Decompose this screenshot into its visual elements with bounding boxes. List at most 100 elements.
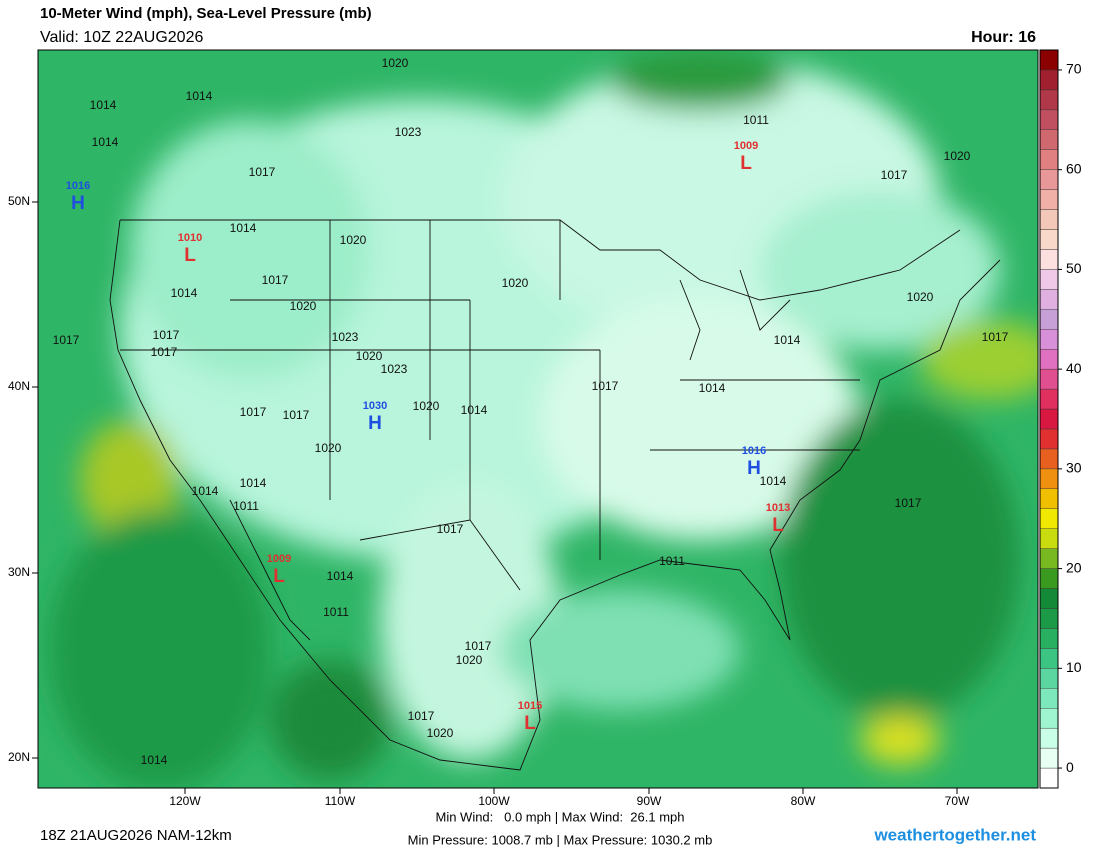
lat-label: 40N [8,379,30,393]
colorbar-segment [1039,568,1059,589]
pressure-center-letter: L [740,153,752,174]
pressure-center-value: 1015 [518,700,542,712]
colorbar-tick-label: 40 [1066,360,1082,376]
isobar-label: 1011 [323,605,349,619]
colorbar-segment [1039,368,1059,390]
pressure-center-letter: L [772,515,784,536]
isobar-label: 1011 [659,554,685,568]
map-field [38,50,1038,788]
isobar-label: 1023 [381,362,408,376]
colorbar-segment [1039,628,1059,649]
isobar-label: 1014 [774,333,801,347]
isobar-label: 1014 [327,569,354,583]
isobar-label: 1017 [437,522,464,536]
pressure-center-letter: H [368,413,382,434]
title: 10-Meter Wind (mph), Sea-Level Pressure … [40,5,372,22]
isobar-label: 1017 [982,330,1009,344]
colorbar-segment [1039,149,1059,170]
colorbar-segment [1039,189,1059,210]
pressure-center-letter: H [747,458,761,479]
isobar-label: 1014 [186,89,213,103]
lat-label: 30N [8,565,30,579]
colorbar-segment [1039,49,1059,71]
pressure-center-letter: L [524,713,536,734]
isobar-label: 1017 [262,273,289,287]
colorbar-segment [1039,329,1059,350]
colorbar-segment [1039,69,1059,91]
isobar-label: 1014 [760,474,787,488]
colorbar-segment [1039,388,1059,410]
isobar-label: 1017 [408,709,435,723]
colorbar-segment [1039,648,1059,669]
colorbar-segment [1039,688,1059,709]
isobar-label: 1017 [151,345,178,359]
pressure-center-value: 1009 [734,140,758,152]
isobar-label: 1014 [240,476,267,490]
isobar-label: 1020 [340,233,367,247]
isobar-label: 1020 [356,349,383,363]
colorbar-tick-label: 50 [1066,260,1082,276]
isobar-label: 1020 [907,290,934,304]
lon-label: 70W [945,794,970,808]
isobar-label: 1014 [141,753,168,767]
isobar-label: 1017 [465,639,492,653]
pressure-center-value: 1016 [742,445,766,457]
isobar-label: 1017 [283,408,310,422]
lon-label: 90W [637,794,662,808]
pressure-center-value: 1009 [267,553,291,565]
colorbar-segment [1039,727,1059,749]
colorbar-segment [1039,548,1059,569]
lon-label: 80W [791,794,816,808]
colorbar-segment [1039,767,1059,789]
isobar-label: 1023 [332,330,359,344]
pressure-center-value: 1016 [66,180,90,192]
isobar-label: 1017 [881,168,908,182]
colorbar-segment [1039,229,1059,250]
map-frame [37,49,1039,789]
colorbar-tick-label: 10 [1066,659,1082,675]
colorbar-tick-label: 0 [1066,759,1074,775]
model-run: 18Z 21AUG2026 NAM-12km [40,827,232,844]
pressure-center-value: 1010 [178,232,202,244]
isobar-label: 1023 [395,125,422,139]
isobar-label: 1017 [895,496,922,510]
colorbar-segment [1039,747,1059,769]
colorbar-segment [1039,448,1059,470]
isobar-label: 1014 [92,135,119,149]
isobar-label: 1020 [502,276,529,290]
colorbar-segment [1039,109,1059,130]
lon-label: 100W [478,794,510,808]
isobar-label: 1011 [743,113,769,127]
colorbar-segment [1039,348,1059,370]
forecast-hour: Hour: 16 [971,29,1036,46]
isobar-label: 1020 [315,441,342,455]
lat-label: 50N [8,194,30,208]
colorbar-segment [1039,209,1059,230]
colorbar-tick-label: 60 [1066,160,1082,176]
lat-label: 20N [8,750,30,764]
isobar-label: 1014 [230,221,257,235]
colorbar-segment [1039,668,1059,689]
isobar-label: 1017 [592,379,619,393]
isobar-label: 1011 [233,499,259,513]
colorbar-segment [1039,309,1059,330]
valid-time: Valid: 10Z 22AUG2026 [40,29,203,46]
colorbar-segment [1039,428,1059,450]
isobar-label: 1020 [456,653,483,667]
colorbar-segment [1039,508,1059,529]
isobar-label: 1017 [153,328,180,342]
isobar-label: 1014 [90,98,117,112]
isobar-label: 1020 [382,56,409,70]
isobar-label: 1017 [53,333,80,347]
lon-label: 120W [169,794,201,808]
pressure-range: Min Pressure: 1008.7 mb | Max Pressure: … [408,832,713,847]
colorbar-segment [1039,608,1059,629]
pressure-center-value: 1030 [363,400,387,412]
colorbar-segment [1039,249,1059,270]
colorbar-segment [1039,129,1059,150]
pressure-center-letter: H [71,193,85,214]
isobar-label: 1020 [290,299,317,313]
isobar-label: 1020 [944,149,971,163]
wind-range: Min Wind: 0.0 mph | Max Wind: 26.1 mph [435,809,684,824]
